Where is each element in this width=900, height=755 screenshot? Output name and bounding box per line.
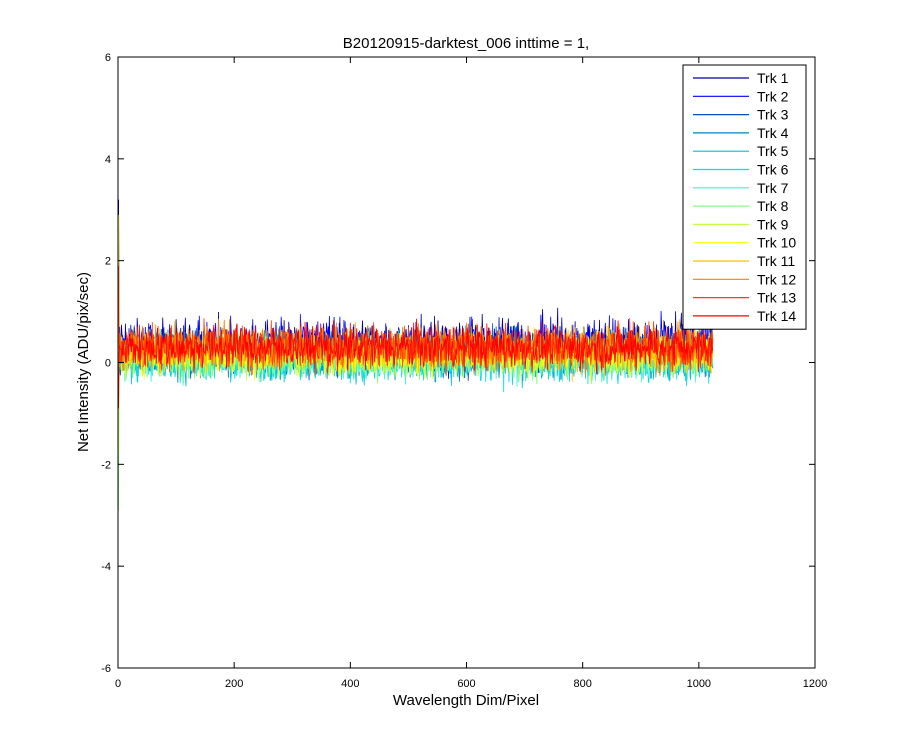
legend-entry: Trk 3 [757, 107, 789, 123]
y-tick-label: 4 [105, 154, 111, 166]
x-axis-ticks: 0 200 400 600 800 1000 1200 [115, 57, 827, 690]
legend-entry: Trk 11 [757, 253, 795, 269]
legend-entry: Trk 14 [757, 308, 796, 324]
x-tick-label: 400 [341, 678, 359, 690]
y-tick-label: 6 [105, 52, 111, 64]
legend-entry: Trk 6 [757, 162, 789, 178]
y-tick-label: -2 [101, 459, 111, 471]
y-tick-label: -6 [101, 663, 111, 675]
x-tick-label: 600 [457, 678, 475, 690]
x-tick-label: 1200 [803, 678, 827, 690]
legend-entry: Trk 2 [757, 88, 789, 104]
legend-box [682, 64, 807, 330]
legend-entry: Trk 5 [757, 143, 789, 159]
legend-entry: Trk 10 [757, 235, 796, 251]
chart-title: B20120915-darktest_006 inttime = 1, [343, 35, 589, 52]
x-tick-label: 0 [115, 678, 121, 690]
x-tick-label: 800 [573, 678, 591, 690]
legend-entry: Trk 13 [757, 290, 796, 306]
y-axis-label: Net Intensity (ADU/pix/sec) [75, 272, 92, 452]
y-axis-ticks: -6 -4 -2 0 2 4 6 [101, 52, 815, 675]
y-tick-label: 2 [105, 256, 111, 268]
legend-entry: Trk 7 [757, 180, 789, 196]
series-line-14 [118, 318, 714, 409]
legend-entry: Trk 12 [757, 271, 796, 287]
x-tick-label: 200 [225, 678, 243, 690]
legend-entry: Trk 9 [757, 216, 789, 232]
x-axis-label: Wavelength Dim/Pixel [393, 692, 539, 709]
series-layer [118, 199, 714, 511]
y-tick-label: 0 [105, 358, 111, 370]
legend-entry: Trk 4 [757, 125, 789, 141]
x-tick-label: 1000 [687, 678, 711, 690]
y-tick-label: -4 [101, 561, 111, 573]
legend: Trk 1 Trk 2 Trk 3 Trk 4 Trk 5 Trk 6 Trk 7 Trk 8… [682, 64, 807, 330]
legend-entry: Trk 8 [757, 198, 789, 214]
legend-entry: Trk 1 [757, 70, 789, 86]
